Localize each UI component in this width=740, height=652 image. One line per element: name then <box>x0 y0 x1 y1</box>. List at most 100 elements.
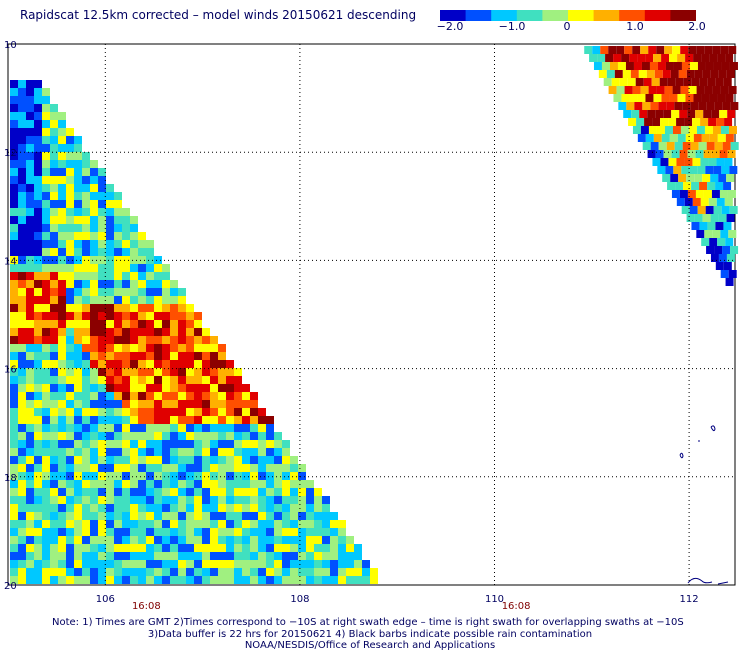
data-cell <box>258 576 266 584</box>
data-cell <box>589 54 598 62</box>
data-cell <box>74 352 82 360</box>
data-cell <box>138 552 146 560</box>
data-cell <box>122 480 130 488</box>
data-cell <box>74 488 82 496</box>
data-cell <box>10 280 18 288</box>
data-cell <box>26 304 34 312</box>
data-cell <box>234 416 242 424</box>
data-cell <box>42 416 50 424</box>
data-cell <box>202 568 210 576</box>
data-cell <box>66 304 74 312</box>
data-cell <box>725 238 734 246</box>
data-cell <box>186 552 194 560</box>
data-cell <box>34 360 42 368</box>
data-cell <box>709 54 718 62</box>
data-cell <box>186 560 194 568</box>
data-cell <box>210 504 218 512</box>
data-cell <box>720 230 729 238</box>
data-cell <box>122 448 130 456</box>
data-cell <box>130 232 138 240</box>
data-cell <box>122 248 130 256</box>
data-cell <box>218 560 226 568</box>
data-cell <box>681 206 690 214</box>
data-cell <box>282 496 290 504</box>
data-cell <box>58 560 66 568</box>
data-cell <box>66 200 74 208</box>
data-cell <box>114 312 122 320</box>
data-cell <box>202 368 210 376</box>
data-cell <box>18 488 26 496</box>
data-cell <box>720 126 729 134</box>
data-cell <box>82 568 90 576</box>
data-cell <box>170 472 178 480</box>
data-cell <box>122 256 130 264</box>
data-cell <box>322 512 330 520</box>
data-cell <box>663 150 672 158</box>
data-cell <box>202 576 210 584</box>
data-cell <box>138 472 146 480</box>
data-cell <box>274 480 282 488</box>
data-cell <box>26 568 34 576</box>
data-cell <box>10 184 18 192</box>
data-cell <box>162 448 170 456</box>
data-cell <box>721 166 730 174</box>
data-cell <box>186 472 194 480</box>
data-cell <box>34 128 42 136</box>
data-cell <box>146 248 154 256</box>
colorbar-swatch <box>644 10 671 21</box>
data-cell <box>66 424 74 432</box>
data-cell <box>50 456 58 464</box>
data-cell <box>663 110 672 118</box>
data-cell <box>218 456 226 464</box>
data-cell <box>114 344 122 352</box>
data-cell <box>338 520 346 528</box>
data-cell <box>186 448 194 456</box>
data-cell <box>298 568 306 576</box>
data-cell <box>130 280 138 288</box>
data-cell <box>58 440 66 448</box>
data-cell <box>683 182 692 190</box>
data-cell <box>146 520 154 528</box>
data-cell <box>26 248 34 256</box>
data-cell <box>146 360 154 368</box>
data-cell <box>50 552 58 560</box>
data-cell <box>693 134 702 142</box>
data-cell <box>699 182 708 190</box>
data-cell <box>720 46 729 54</box>
data-cell <box>146 264 154 272</box>
data-cell <box>714 142 723 150</box>
data-cell <box>90 520 98 528</box>
data-cell <box>186 424 194 432</box>
data-cell <box>42 88 50 96</box>
data-cell <box>194 384 202 392</box>
data-cell <box>82 336 90 344</box>
data-cell <box>98 272 106 280</box>
data-cell <box>34 392 42 400</box>
data-cell <box>653 54 662 62</box>
data-cell <box>146 256 154 264</box>
data-cell <box>18 448 26 456</box>
data-cell <box>616 86 625 94</box>
data-cell <box>162 528 170 536</box>
data-cell <box>258 520 266 528</box>
data-cell <box>130 264 138 272</box>
data-cell <box>138 456 146 464</box>
data-cell <box>10 536 18 544</box>
data-cell <box>10 416 18 424</box>
data-cell <box>114 352 122 360</box>
data-cell <box>186 312 194 320</box>
data-cell <box>194 328 202 336</box>
data-cell <box>162 472 170 480</box>
data-cell <box>705 62 714 70</box>
data-cell <box>138 576 146 584</box>
data-cell <box>10 272 18 280</box>
data-cell <box>138 496 146 504</box>
data-cell <box>689 166 698 174</box>
data-cell <box>242 432 250 440</box>
data-cell <box>202 496 210 504</box>
data-cell <box>170 328 178 336</box>
data-cell <box>674 142 683 150</box>
data-cell <box>34 520 42 528</box>
data-cell <box>34 480 42 488</box>
data-cell <box>162 352 170 360</box>
